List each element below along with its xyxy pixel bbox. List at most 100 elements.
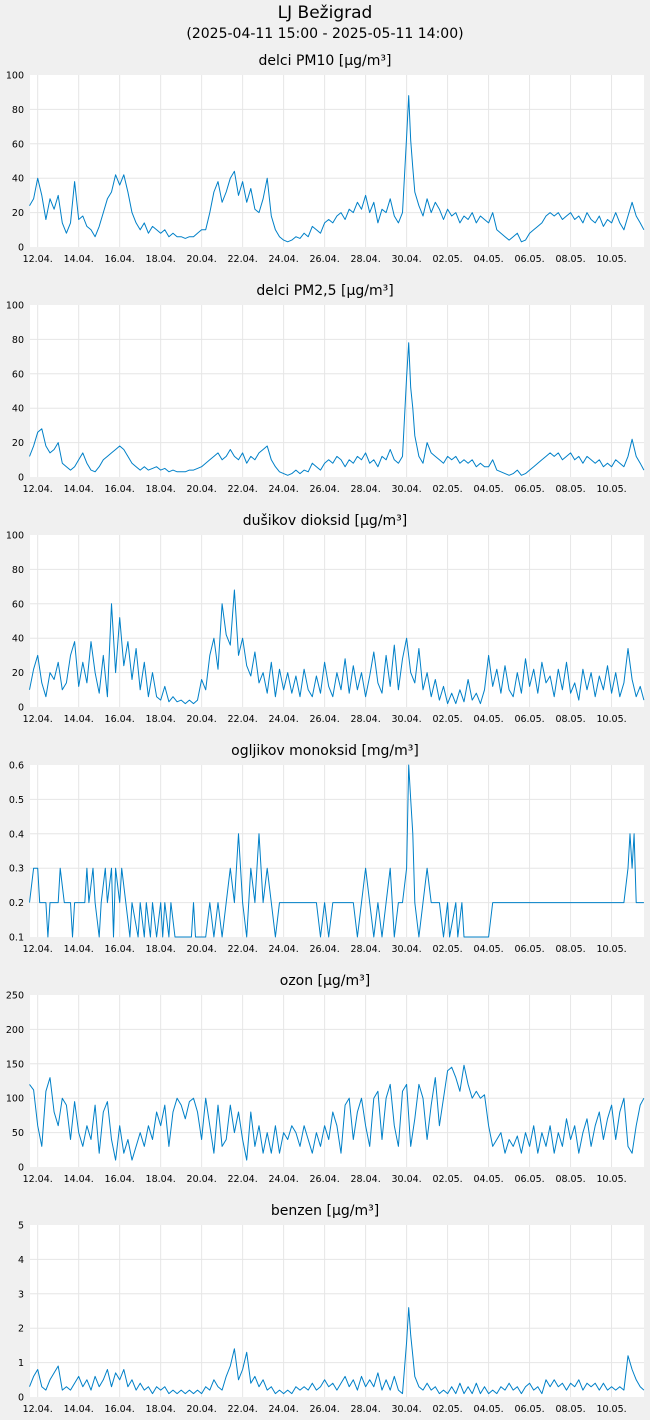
y-tick-label: 80 [12,105,24,116]
x-tick-label: 04.05. [473,1404,503,1415]
x-tick-label: 22.04. [228,944,258,955]
x-tick-label: 16.04. [105,1404,135,1415]
y-tick-label: 100 [6,1094,24,1105]
plot-area [30,305,644,477]
chart-5: benzen [µg/m³] 0 1 2 3 4 5 12.04. 14.04. 16.04. 18… [18,1203,645,1415]
x-tick-label: 06.05. [514,714,544,725]
x-tick-label: 24.04. [269,1404,299,1415]
x-tick-label: 26.04. [310,1404,340,1415]
y-tick-label: 20 [12,668,24,679]
y-tick-label: 100 [6,531,24,542]
chart-3: ogljikov monoksid [mg/m³] 0.1 0.2 0.3 0.4 0.5… [9,743,644,955]
x-tick-label: 02.05. [432,1404,462,1415]
y-tick-label: 60 [12,369,24,380]
x-tick-label: 08.05. [555,1174,585,1185]
y-tick-label: 0 [18,703,24,714]
x-tick-label: 28.04. [351,254,381,265]
x-tick-label: 06.05. [514,484,544,495]
x-tick-label: 28.04. [351,944,381,955]
y-tick-label: 0.3 [9,864,24,875]
x-tick-label: 20.04. [187,1174,217,1185]
chart-title: dušikov dioksid [µg/m³] [243,513,408,529]
chart-0: delci PM10 [µg/m³] 0 20 40 60 80 100 12.04. 14.0… [6,53,645,265]
y-tick-label: 80 [12,335,24,346]
x-tick-label: 08.05. [555,714,585,725]
y-tick-label: 40 [12,174,24,185]
y-tick-label: 4 [18,1255,24,1266]
x-tick-label: 04.05. [473,484,503,495]
y-tick-label: 1 [18,1358,24,1369]
x-tick-label: 14.04. [64,484,94,495]
x-tick-label: 20.04. [187,254,217,265]
x-tick-label: 12.04. [23,484,53,495]
x-tick-label: 04.05. [473,254,503,265]
x-tick-label: 24.04. [269,714,299,725]
series-line [29,764,644,938]
y-tick-label: 80 [12,565,24,576]
series-line [29,589,645,705]
x-tick-label: 10.05. [596,254,626,265]
x-tick-label: 12.04. [23,714,53,725]
x-tick-label: 02.05. [432,944,462,955]
y-tick-label: 20 [12,208,24,219]
chart-2: dušikov dioksid [µg/m³] 0 20 40 60 80 100 12.04… [6,513,645,725]
y-tick-label: 3 [18,1289,24,1300]
x-tick-label: 16.04. [105,714,135,725]
x-tick-label: 06.05. [514,1174,544,1185]
x-tick-label: 18.04. [146,944,176,955]
series-line [29,95,645,243]
x-tick-label: 02.05. [432,484,462,495]
x-tick-label: 18.04. [146,1404,176,1415]
x-tick-label: 02.05. [432,714,462,725]
x-tick-label: 28.04. [351,1404,381,1415]
y-tick-label: 0 [18,243,24,254]
x-tick-label: 28.04. [351,1174,381,1185]
x-tick-label: 26.04. [310,1174,340,1185]
page-subtitle: (2025-04-11 15:00 - 2025-05-11 14:00) [186,26,464,42]
plot-area [30,535,644,707]
x-tick-label: 06.05. [514,1404,544,1415]
chart-title: ogljikov monoksid [mg/m³] [231,743,419,759]
x-tick-label: 14.04. [64,1174,94,1185]
x-tick-label: 10.05. [596,714,626,725]
y-tick-label: 50 [12,1128,24,1139]
y-tick-label: 0.5 [9,795,24,806]
x-tick-label: 20.04. [187,944,217,955]
chart-1: delci PM2,5 [µg/m³] 0 20 40 60 80 100 12.04. 14.… [6,283,645,495]
y-tick-label: 60 [12,599,24,610]
y-tick-label: 40 [12,404,24,415]
chart-title: delci PM10 [µg/m³] [259,53,392,69]
x-tick-label: 22.04. [228,484,258,495]
x-tick-label: 26.04. [310,714,340,725]
x-tick-label: 12.04. [23,254,53,265]
y-tick-label: 5 [18,1221,24,1232]
x-tick-label: 06.05. [514,254,544,265]
series-line [29,342,645,476]
x-tick-label: 22.04. [228,714,258,725]
x-tick-label: 08.05. [555,944,585,955]
x-tick-label: 24.04. [269,254,299,265]
y-tick-label: 200 [6,1025,24,1036]
y-tick-label: 2 [18,1324,24,1335]
x-tick-label: 22.04. [228,1404,258,1415]
y-tick-label: 0.2 [9,898,24,909]
x-tick-label: 14.04. [64,714,94,725]
y-tick-label: 0 [18,1393,24,1404]
x-tick-label: 16.04. [105,254,135,265]
series-line [29,1064,645,1161]
y-tick-label: 0.4 [9,829,24,840]
x-tick-label: 16.04. [105,944,135,955]
x-tick-label: 18.04. [146,254,176,265]
x-tick-label: 24.04. [269,484,299,495]
x-tick-label: 10.05. [596,944,626,955]
chart-title: delci PM2,5 [µg/m³] [256,283,393,299]
x-tick-label: 22.04. [228,1174,258,1185]
chart-4: ozon [µg/m³] 0 50 100 150 200 250 12.04. 14.04. 1… [6,973,645,1185]
x-tick-label: 28.04. [351,714,381,725]
x-tick-label: 02.05. [432,1174,462,1185]
x-tick-label: 20.04. [187,714,217,725]
series-line [29,1307,645,1395]
x-tick-label: 08.05. [555,254,585,265]
y-tick-label: 40 [12,634,24,645]
